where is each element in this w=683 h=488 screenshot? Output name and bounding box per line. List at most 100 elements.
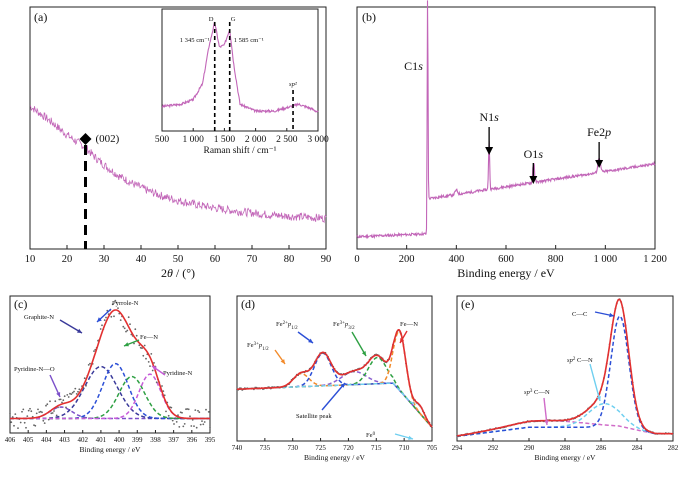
panel-c-raw-point	[67, 396, 70, 398]
panel-c-raw-point	[151, 369, 154, 372]
panel-c-x-tick-label: 403	[59, 436, 70, 444]
panel-d-label-fe-n: Fe—N	[400, 321, 418, 328]
panel-c-raw-point	[138, 344, 141, 347]
panel-c-raw-point	[122, 325, 125, 328]
panel-c-raw-point	[58, 398, 61, 401]
panel-c-raw-point	[93, 350, 95, 352]
panel-c-raw-point	[143, 344, 146, 347]
panel-a-raman-curve	[161, 21, 319, 114]
panel-c-raw-point	[161, 385, 163, 387]
panel-c-raw-point	[75, 393, 78, 395]
panel-e-x-tick-label: 290	[524, 444, 535, 452]
panel-a-inset-frame	[161, 8, 319, 132]
panel-c-x-tick-label: 405	[23, 436, 34, 444]
panel-c-raw-point	[41, 411, 43, 414]
panel-c-raw-point	[111, 303, 114, 306]
panel-c-label-pyridine-n-o: Pyridine-N—O	[14, 366, 55, 373]
panel-c-raw-point	[27, 409, 30, 412]
panel-c-raw-point	[35, 412, 38, 415]
panel-c-raw-point	[189, 415, 191, 418]
panel-e-arrow-sp3-c-n	[543, 397, 548, 426]
panel-c-raw-point	[207, 411, 210, 413]
panel-c-arrow-fe-n-head	[124, 342, 129, 347]
panel-a-x-tick-label: 70	[247, 254, 258, 265]
panel-c-raw-point	[145, 357, 147, 360]
panel-e-letter: (e)	[461, 297, 474, 311]
panel-a-xrd-curve	[29, 105, 327, 224]
panel-c-raw-point	[114, 299, 117, 302]
panel-c-arrow-graphite-n-head	[77, 328, 82, 333]
panel-c-raw-point	[167, 414, 170, 417]
panel-d-x-tick-label: 735	[260, 444, 271, 452]
panel-b-O1s-arrow-head	[529, 176, 538, 184]
panel-d-arrow-satellite	[321, 382, 346, 411]
panel-c-raw-point	[198, 411, 201, 414]
panel-c-raw-point	[25, 426, 27, 429]
panel-c-raw-point	[150, 353, 153, 355]
panel-c-raw-point	[22, 408, 25, 411]
panel-c-arrow-pyrrole-n-head	[97, 317, 102, 322]
panel-a-x-tick-label: 90	[321, 254, 332, 265]
panel-c-raw-point	[190, 425, 193, 427]
panel-c-raw-point	[42, 419, 45, 422]
panel-e-fit-component-3	[456, 315, 673, 438]
panel-a-x-tick-label: 60	[210, 254, 221, 265]
panel-c-raw-point	[46, 403, 49, 406]
panel-c-raw-point	[38, 411, 41, 413]
panel-c-raw-point	[89, 362, 91, 365]
panel-c-x-tick-label: 404	[41, 436, 52, 444]
panel-c-raw-point	[191, 419, 194, 421]
panel-c-raw-point	[125, 330, 127, 333]
panel-c-raw-point	[101, 324, 103, 327]
panel-c-raw-point	[65, 406, 67, 409]
panel-d-label-fe3-p12: Fe3+p1/2	[247, 342, 269, 352]
panel-b-O1s-label: O1s	[524, 147, 544, 161]
panel-b-xlabel: Binding energy / eV	[457, 266, 555, 280]
panel-e-x-tick-label: 282	[668, 444, 679, 452]
panel-d-x-tick-label: 720	[343, 444, 354, 452]
panel-c-raw-point	[123, 327, 126, 330]
panel-d-arrow-fe3-p32-head	[361, 351, 366, 356]
panel-c-raw-point	[53, 410, 55, 412]
panel-b-letter: (b)	[362, 10, 376, 24]
panel-a-x-tick-label: 80	[284, 254, 295, 265]
panel-c-raw-point	[135, 334, 138, 337]
panel-c-raw-point	[78, 388, 81, 391]
panel-b-x-tick-label: 0	[354, 254, 359, 265]
panel-a-inset-xlabel: Raman shift / cm⁻¹	[203, 145, 276, 156]
panel-d-arrow-fe3-p32	[351, 331, 367, 357]
panel-c-raw-point	[193, 425, 195, 427]
panel-c-raw-point	[50, 412, 53, 415]
panel-a-x-tick-label: 40	[136, 254, 147, 265]
panel-c-raw-point	[51, 412, 54, 414]
panel-e-arrow-c-c-head	[609, 312, 614, 318]
panel-c-raw-point	[197, 409, 199, 412]
panel-a-002-label: (002)	[96, 133, 120, 145]
panel-b-N1s-label: N1s	[479, 110, 499, 124]
panel-c-x-tick-label: 395	[205, 436, 216, 444]
panel-c-raw-point	[133, 342, 135, 345]
panel-c-raw-point	[119, 319, 122, 321]
panel-d-fit-component-3	[237, 370, 433, 428]
panel-c-frame	[9, 295, 211, 434]
panel-c-raw-point	[77, 390, 79, 393]
panel-a-inset-D-pos: 1 345 cm⁻¹	[180, 37, 210, 44]
panel-c-raw-point	[203, 421, 206, 423]
panel-a-xlabel: 2θ / (°)	[161, 266, 195, 280]
panel-c-raw-point	[62, 399, 65, 402]
panel-b-C1s-label: C1s	[404, 59, 423, 73]
panel-c-xlabel: Binding energy / eV	[80, 445, 141, 454]
panel-b-x-tick-label: 1 200	[643, 254, 667, 265]
panel-c-raw-point	[26, 415, 29, 417]
panel-c-raw-point	[173, 423, 175, 425]
panel-a-inset-tick-label: 2 500	[276, 135, 298, 145]
panel-b-x-tick-label: 1 000	[594, 254, 618, 265]
panel-e-x-tick-label: 292	[488, 444, 499, 452]
panel-d-envelope-curve	[237, 328, 433, 428]
panel-d-x-tick-label: 730	[287, 444, 298, 452]
panel-c-raw-point	[54, 400, 57, 403]
panel-d-label-satellite: Satellite peak	[296, 413, 332, 420]
panel-d-arrow-fe2-p12-head	[308, 338, 313, 343]
panel-a-inset-tick-label: 2 000	[245, 135, 267, 145]
panel-c-raw-point	[59, 398, 62, 401]
